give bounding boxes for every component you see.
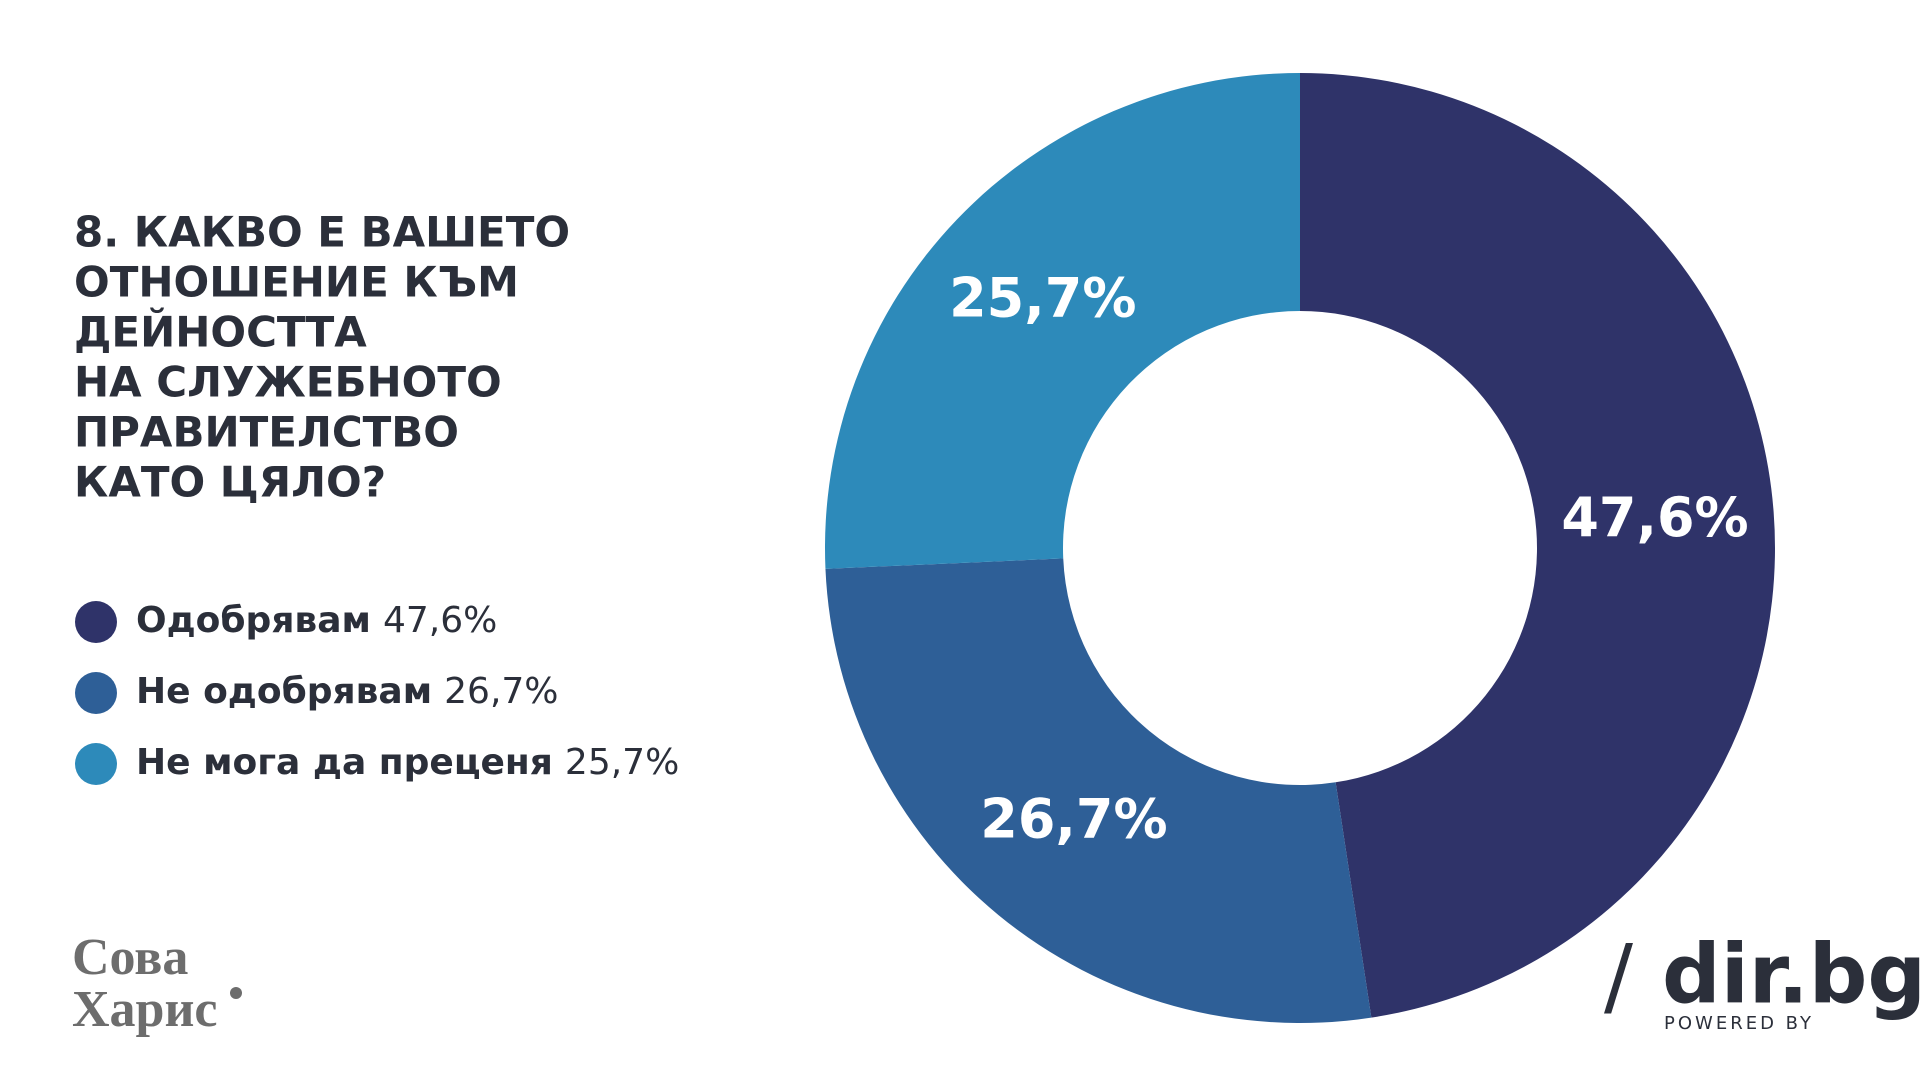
- legend-marker: [75, 672, 117, 714]
- legend-entry: Не мога да преценя 25,7%: [136, 742, 679, 783]
- data-label: 26,7%: [980, 788, 1167, 851]
- logo-name: dir.bg: [1662, 927, 1920, 1022]
- logo-slash: /: [1604, 926, 1633, 1026]
- chart-title: ДЕЙНОСТТА: [74, 307, 367, 357]
- chart-title: ПРАВИТЕЛСТВО: [74, 408, 459, 457]
- chart-title: ОТНОШЕНИЕ КЪМ: [74, 258, 519, 307]
- donut-slice: [825, 558, 1372, 1023]
- legend-entry: Не одобрявам 26,7%: [136, 671, 559, 712]
- donut-slice: [825, 73, 1300, 569]
- donut-slice: [1300, 73, 1775, 1018]
- legend-value: 25,7%: [565, 742, 679, 783]
- legend-label: Не одобрявам: [136, 671, 432, 712]
- legend-entry: Одобрявам 47,6%: [136, 600, 497, 641]
- chart-title: КАТО ЦЯЛО?: [74, 458, 386, 507]
- data-label: 25,7%: [949, 267, 1136, 330]
- chart-title: 8. КАКВО Е ВАШЕТО: [74, 208, 570, 257]
- logo-dot: [230, 987, 242, 999]
- logo-text: Сова: [72, 929, 188, 986]
- chart-title: НА СЛУЖЕБНОТО: [74, 358, 502, 407]
- logo-sub: POWERED BY: [1664, 1013, 1814, 1034]
- legend-marker: [75, 601, 117, 643]
- legend-marker: [75, 743, 117, 785]
- data-label: 47,6%: [1561, 486, 1748, 549]
- legend-value: 47,6%: [383, 600, 497, 641]
- logo-text: Харис: [72, 981, 218, 1038]
- legend-label: Одобрявам: [136, 600, 371, 641]
- legend-value: 26,7%: [444, 671, 558, 712]
- legend-label: Не мога да преценя: [136, 742, 553, 783]
